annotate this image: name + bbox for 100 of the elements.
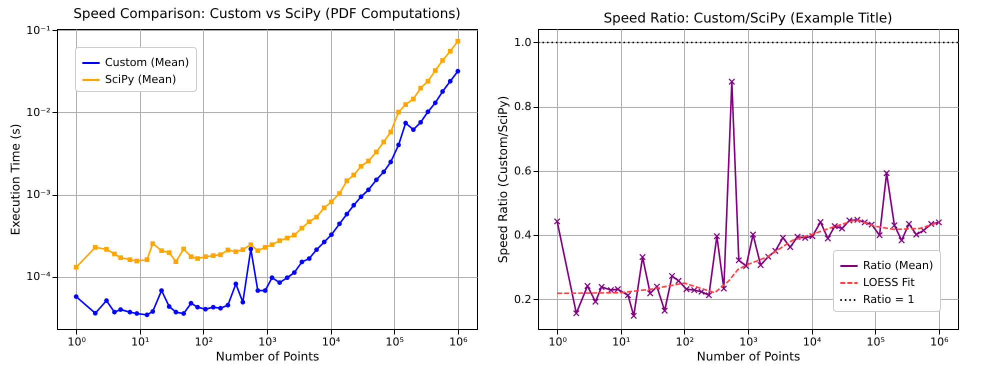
point [262, 245, 268, 250]
point [418, 86, 423, 90]
x-axis-title: Number of Points [216, 350, 320, 364]
point [786, 244, 794, 250]
point [418, 120, 423, 125]
point [824, 235, 832, 242]
point [322, 205, 327, 210]
point [403, 102, 408, 107]
point [448, 48, 453, 54]
x-tick-label: 10³ [739, 336, 758, 348]
point [366, 158, 371, 164]
point [344, 178, 350, 184]
point [128, 257, 132, 262]
legend-label: SciPy (Mean) [105, 73, 176, 86]
point [292, 232, 297, 238]
point [248, 246, 254, 252]
point [396, 142, 401, 148]
point [891, 222, 898, 229]
point [920, 227, 927, 234]
point [388, 160, 394, 164]
point [440, 89, 445, 94]
point [351, 172, 356, 178]
x-tick-label: 10⁶ [930, 336, 950, 348]
point [883, 170, 890, 177]
point [210, 304, 216, 310]
point [366, 188, 371, 192]
point [234, 249, 238, 254]
point [735, 256, 742, 264]
point [174, 310, 178, 314]
point [174, 259, 178, 264]
point [411, 127, 416, 132]
x-tick-label: 10² [194, 336, 214, 348]
point [337, 191, 342, 196]
y-axis-title: Speed Ratio (Custom/SciPy) [496, 96, 510, 264]
x-tick-label: 10³ [258, 336, 277, 348]
point [300, 260, 304, 264]
y-tick-label: 10⁻² [26, 106, 50, 119]
point [270, 242, 274, 248]
point [706, 292, 712, 299]
point [277, 238, 282, 244]
point [306, 219, 312, 224]
y-tick-label: 10⁻¹ [26, 24, 50, 37]
point [181, 311, 186, 316]
point [661, 307, 668, 314]
point [150, 241, 156, 246]
point [757, 262, 764, 268]
point [195, 304, 200, 310]
y-tick-label: 0.8 [514, 100, 532, 114]
chart-title: Speed Comparison: Custom vs SciPy (PDF Computations) [73, 6, 461, 22]
point [188, 254, 194, 260]
point [240, 300, 246, 305]
point [358, 194, 364, 200]
point [195, 256, 200, 261]
point [181, 246, 186, 252]
point [188, 300, 194, 306]
point [456, 38, 460, 44]
point [270, 275, 274, 280]
point [448, 78, 453, 84]
point [144, 257, 150, 262]
point [306, 256, 312, 261]
point [284, 236, 290, 240]
y-tick-label: 1.0 [514, 36, 532, 49]
point [876, 232, 883, 239]
point [226, 302, 230, 308]
x-tick-label: 10⁰ [548, 336, 568, 348]
point [322, 240, 327, 244]
point [255, 288, 260, 293]
point [411, 96, 416, 102]
y-tick-label: 10⁻³ [26, 188, 50, 202]
point [630, 312, 638, 320]
point [210, 253, 216, 258]
point [150, 309, 156, 314]
point [639, 254, 646, 260]
point [374, 150, 379, 154]
x-tick-label: 10² [676, 336, 694, 348]
point [166, 250, 172, 255]
point [906, 220, 912, 228]
point [381, 140, 386, 144]
point [329, 232, 334, 238]
y-tick-label: 0.2 [514, 292, 532, 306]
point [300, 226, 304, 230]
point [248, 242, 254, 248]
point [742, 262, 750, 270]
point [381, 170, 386, 174]
x-tick-label: 10⁵ [386, 336, 404, 348]
point [358, 164, 364, 169]
x-tick-label: 10¹ [612, 336, 630, 348]
y-tick-label: 10⁻⁴ [26, 270, 52, 284]
point [817, 218, 824, 226]
y-axis-title: Execution Time (s) [8, 124, 22, 236]
point [203, 254, 208, 260]
x-tick-label: 10⁶ [449, 336, 468, 348]
chart-title: Speed Ratio: Custom/SciPy (Example Title) [604, 10, 892, 26]
point [277, 280, 282, 285]
x-axis-title: Number of Points [696, 350, 800, 364]
point [624, 292, 632, 299]
point [262, 288, 268, 293]
point [654, 283, 660, 290]
legend-label: Custom (Mean) [105, 56, 190, 69]
legend-label: Ratio = 1 [863, 293, 914, 306]
